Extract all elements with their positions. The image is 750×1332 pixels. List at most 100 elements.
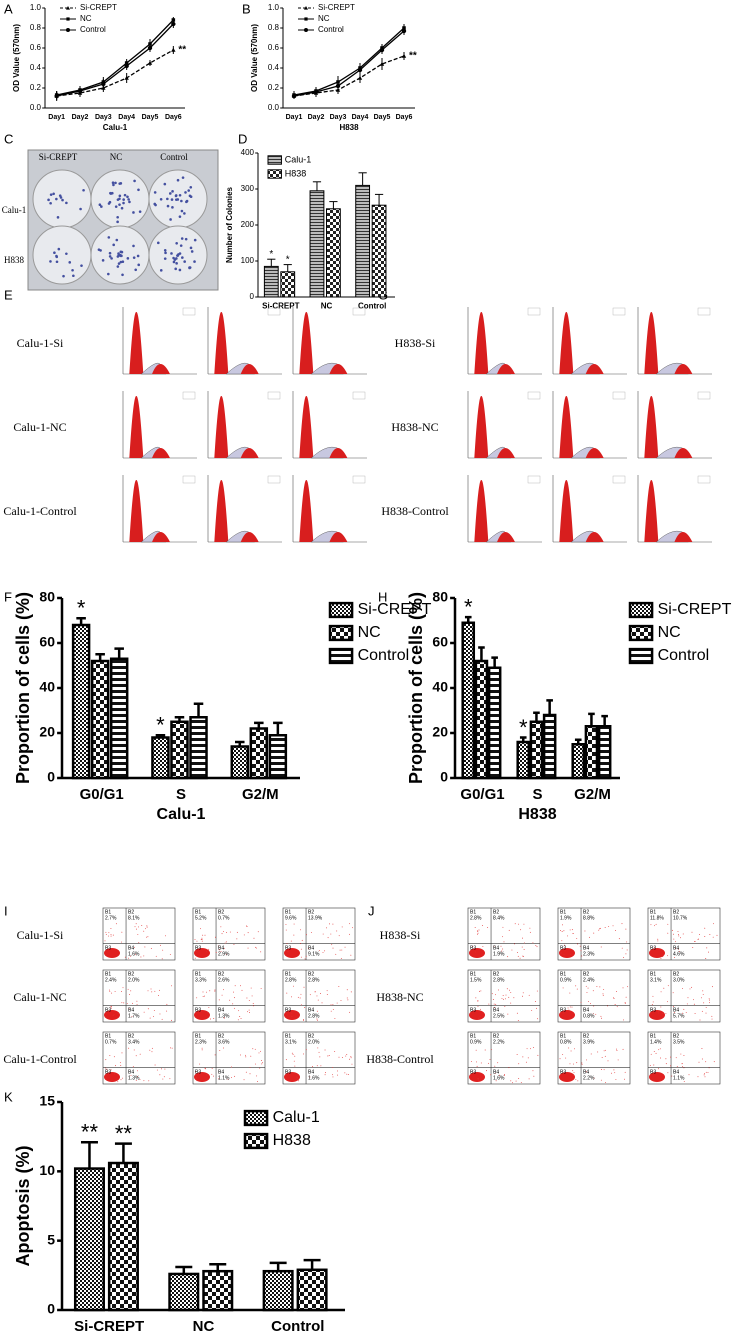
event	[350, 1057, 352, 1059]
event	[285, 1059, 287, 1061]
event	[215, 952, 217, 953]
event	[332, 1076, 334, 1078]
panel-letter: C	[4, 131, 13, 146]
event	[293, 985, 294, 987]
event	[351, 927, 353, 929]
y-axis-label: Proportion of cells (%)	[406, 592, 426, 784]
event	[199, 1063, 201, 1065]
bar	[151, 736, 170, 780]
colony	[119, 260, 123, 264]
event	[159, 944, 161, 946]
event	[195, 950, 197, 952]
event	[326, 990, 328, 992]
event	[131, 1002, 133, 1004]
event	[114, 1073, 115, 1075]
quadrant-name: B1	[105, 1033, 111, 1039]
x-tick-label: G2/M	[242, 786, 279, 803]
colony	[172, 260, 176, 264]
y-axis-label: Number of Colonies	[225, 186, 234, 263]
event	[345, 1055, 347, 1057]
quadrant-name: B4	[493, 1069, 499, 1075]
event	[682, 933, 684, 935]
hist-legend	[182, 307, 196, 316]
x-tick-label: S	[532, 786, 542, 803]
marker	[304, 6, 308, 10]
event	[528, 1078, 530, 1080]
event	[231, 1076, 232, 1078]
hist-legend	[697, 391, 711, 400]
marker	[66, 6, 70, 10]
g1-peak	[644, 479, 659, 542]
event	[308, 948, 309, 949]
event	[616, 1048, 617, 1050]
bar	[249, 727, 269, 780]
event	[340, 957, 342, 959]
event	[573, 1072, 575, 1074]
event	[229, 931, 231, 933]
event	[517, 955, 519, 957]
colony	[174, 267, 177, 271]
bar	[170, 720, 189, 780]
event	[332, 1008, 334, 1010]
event	[261, 1063, 263, 1065]
legend-label: Control	[318, 25, 344, 34]
event	[561, 931, 563, 932]
event	[680, 1053, 682, 1055]
event	[653, 1064, 655, 1066]
event	[537, 1054, 539, 1056]
event	[512, 1082, 514, 1084]
event	[503, 1074, 505, 1076]
quadrant-name: B1	[195, 909, 201, 915]
event	[135, 923, 137, 925]
quadrant-name: B2	[583, 1033, 589, 1039]
g1-peak	[129, 311, 144, 374]
colony	[97, 248, 101, 251]
hist-legend	[612, 391, 626, 400]
event	[659, 1079, 661, 1081]
event	[314, 991, 316, 993]
bar	[73, 1167, 105, 1312]
colony	[163, 182, 167, 186]
event	[569, 929, 571, 931]
event	[336, 930, 338, 932]
g2-peak	[152, 448, 170, 458]
event	[139, 1053, 141, 1055]
quadrant-percent: 3.5%	[673, 1039, 685, 1045]
colony	[136, 254, 140, 258]
event	[288, 1016, 290, 1018]
colony	[177, 253, 180, 256]
event	[626, 941, 628, 943]
quadrant-percent: 2.0%	[128, 977, 140, 983]
marker	[171, 47, 176, 52]
cell-cluster	[469, 948, 485, 958]
event	[220, 926, 222, 928]
colony	[118, 203, 121, 206]
colony	[126, 195, 129, 199]
event	[536, 990, 538, 992]
event	[298, 1080, 300, 1082]
event	[351, 1063, 353, 1065]
colony	[120, 254, 123, 258]
event	[515, 1080, 517, 1082]
event	[316, 995, 318, 997]
event	[330, 933, 332, 935]
quadrant-percent: 1.7%	[128, 1013, 140, 1019]
quadrant-name: B1	[650, 971, 656, 977]
y-tick-label: 1.0	[268, 3, 280, 12]
quadrant-percent: 2.2%	[583, 1075, 595, 1081]
event	[204, 1067, 206, 1069]
bar	[542, 713, 557, 780]
event	[105, 934, 107, 936]
x-tick-label: NC	[193, 1318, 215, 1332]
event	[624, 1003, 626, 1005]
event	[562, 987, 564, 989]
event	[604, 926, 606, 928]
quadrant-name: B1	[470, 971, 476, 977]
quadrant-name: B1	[560, 909, 566, 915]
quadrant-percent: 0.7%	[105, 1039, 117, 1045]
event	[246, 925, 247, 927]
colony	[169, 218, 172, 221]
hist-legend	[352, 307, 366, 316]
event	[665, 1058, 667, 1060]
hist-legend	[612, 307, 626, 316]
